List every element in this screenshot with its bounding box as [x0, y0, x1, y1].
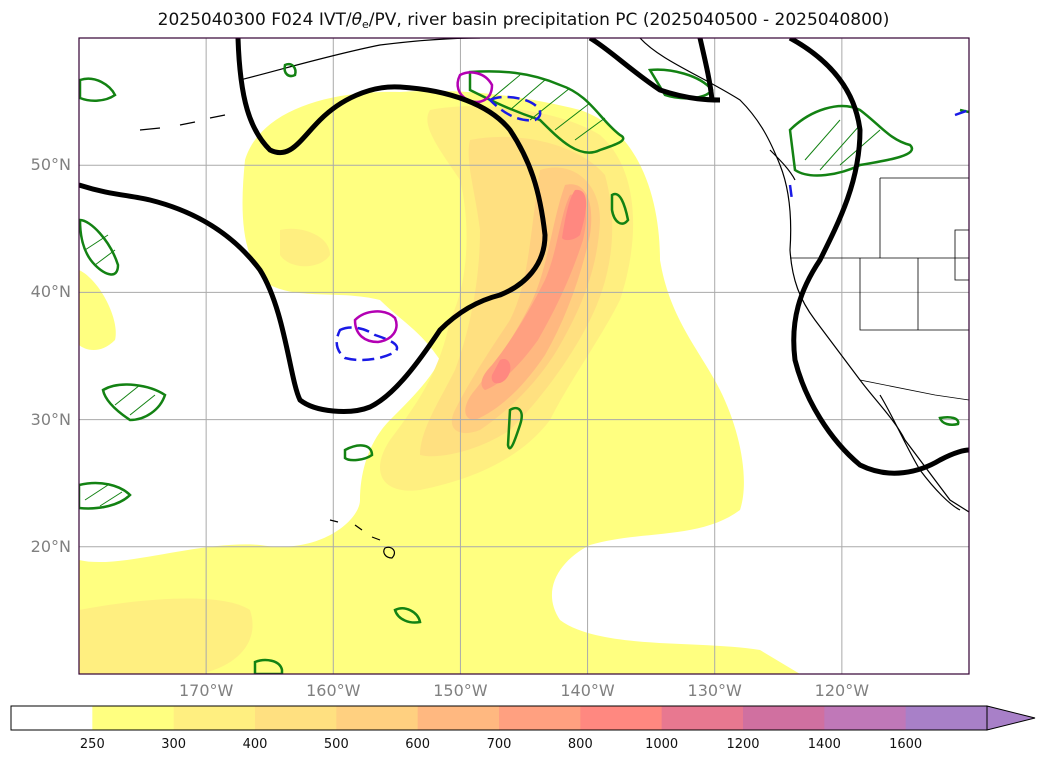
colorbar-swatch	[824, 706, 907, 730]
pv-coast	[788, 184, 794, 201]
colorbar-swatch	[743, 706, 825, 730]
colorbar-swatch	[661, 706, 744, 730]
longitude-label: 140°W	[560, 681, 615, 700]
map-area	[79, 38, 969, 674]
ivt-fill-700	[481, 194, 587, 390]
ivt-contour-ridge-top	[697, 38, 715, 101]
colorbar-swatch	[173, 706, 256, 730]
state-borders	[790, 177, 969, 401]
colorbar-swatch	[499, 706, 581, 730]
vancouver-island	[769, 149, 796, 181]
map-frame	[78, 37, 970, 675]
theta-contours	[353, 71, 494, 344]
latitude-label: 20°N	[30, 536, 71, 556]
pv-north-canada	[954, 108, 969, 117]
latitude-label: 30°N	[30, 409, 71, 429]
precip-mid-2	[506, 406, 523, 450]
ivt-contour-trough	[79, 38, 548, 414]
colorbar-tick-label: 800	[567, 737, 593, 752]
coastlines	[139, 38, 969, 559]
precip-contours	[79, 63, 969, 674]
ivt-contour-ridge	[588, 38, 721, 103]
longitude-label: 120°W	[814, 681, 870, 700]
colorbar-tick-label: 400	[242, 737, 268, 752]
longitude-label: 160°W	[306, 681, 361, 700]
precip-hatching	[84, 74, 881, 507]
colorbar-swatch	[336, 706, 419, 730]
colorbar-extend-arrow	[986, 705, 1036, 731]
ivt-contour-east	[788, 38, 969, 476]
colorbar-swatch	[417, 706, 500, 730]
hawaiian-islands	[329, 519, 396, 559]
colorbar-swatch	[580, 706, 663, 730]
longitude-label: 150°W	[433, 681, 488, 700]
precip-mid-4	[610, 192, 630, 225]
precip-mid-1	[343, 444, 374, 462]
aleutian-islands	[139, 114, 226, 131]
pv-contours	[335, 95, 969, 362]
precip-north-2	[283, 63, 297, 78]
precip-canada	[788, 104, 914, 177]
figure-title: 2025040300 F024 IVT/θe/PV, river basin p…	[157, 10, 890, 31]
colorbar-tick-label: 250	[79, 737, 105, 752]
precip-west-1	[79, 218, 120, 276]
alaska-coast	[239, 38, 481, 81]
precip-west-2	[101, 383, 167, 422]
precip-gulf-alaska	[468, 70, 625, 154]
colorbar	[10, 705, 1036, 731]
precip-east-1	[938, 416, 960, 426]
precip-west-3	[79, 481, 132, 510]
colorbar-tick-label: 1200	[726, 737, 760, 752]
colorbar-tick-label: 300	[161, 737, 187, 752]
longitude-label: 130°W	[687, 681, 742, 700]
colorbar-tick-label: 1600	[889, 737, 923, 752]
ivt-shading	[79, 90, 800, 674]
colorbar-tick-label: 1000	[645, 737, 679, 752]
north-america-coast	[639, 38, 969, 513]
baja-california	[879, 394, 961, 511]
colorbar-tick-label: 500	[323, 737, 349, 752]
ivt-fill-300-mid	[280, 228, 330, 267]
latitude-label: 40°N	[30, 282, 71, 302]
ivt-fill-800b	[491, 359, 511, 384]
theta-gulf-alaska	[456, 71, 494, 104]
precip-mid-5	[253, 658, 284, 674]
ivt-fill-250-west	[79, 270, 116, 350]
ivt-contours	[79, 38, 969, 476]
colorbar-tick-label: 700	[486, 737, 512, 752]
colorbar-tick-label: 600	[405, 737, 431, 752]
ivt-fill-300-south	[79, 598, 253, 674]
colorbar-swatch	[92, 706, 175, 730]
gridlines	[79, 38, 969, 674]
theta-mid-pacific	[353, 310, 398, 344]
colorbar-frame	[10, 705, 988, 731]
precip-north-1	[79, 77, 117, 102]
precip-mid-3	[393, 607, 422, 624]
pv-mid-pacific	[335, 326, 399, 362]
colorbar-swatch	[905, 706, 988, 730]
ivt-fill-800	[562, 189, 587, 241]
longitude-label: 170°W	[178, 681, 234, 700]
colorbar-tick-label: 1400	[807, 737, 841, 752]
colorbar-swatch	[11, 706, 93, 730]
latitude-label: 50°N	[30, 155, 71, 175]
colorbar-swatch	[255, 706, 337, 730]
